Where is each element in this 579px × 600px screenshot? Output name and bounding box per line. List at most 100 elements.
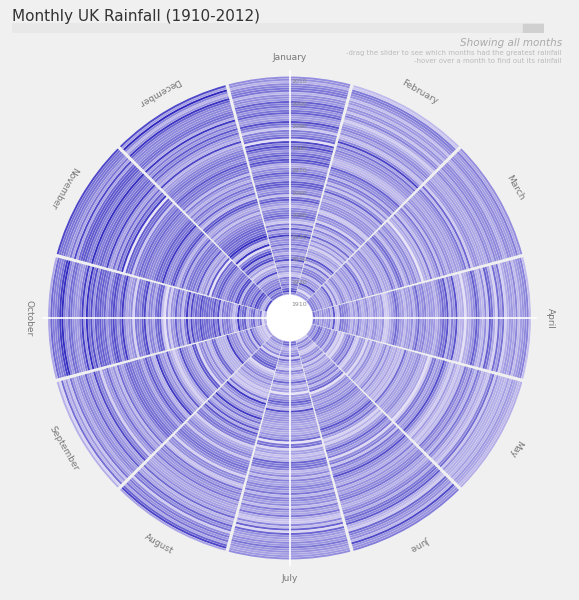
Text: 1980: 1980 bbox=[291, 146, 307, 151]
Wedge shape bbox=[134, 361, 176, 431]
Wedge shape bbox=[307, 253, 337, 271]
Wedge shape bbox=[96, 371, 148, 460]
Wedge shape bbox=[387, 220, 424, 281]
Wedge shape bbox=[332, 431, 403, 473]
Wedge shape bbox=[329, 424, 395, 463]
Wedge shape bbox=[414, 364, 460, 442]
Wedge shape bbox=[302, 314, 304, 322]
Wedge shape bbox=[215, 338, 236, 372]
Wedge shape bbox=[251, 464, 328, 470]
Wedge shape bbox=[265, 221, 314, 226]
Wedge shape bbox=[149, 215, 187, 280]
Wedge shape bbox=[269, 323, 276, 333]
Wedge shape bbox=[182, 425, 250, 465]
Wedge shape bbox=[124, 92, 228, 152]
Wedge shape bbox=[320, 398, 370, 428]
Wedge shape bbox=[215, 264, 236, 298]
Wedge shape bbox=[175, 433, 247, 476]
Wedge shape bbox=[142, 115, 234, 170]
Wedge shape bbox=[234, 99, 345, 108]
Wedge shape bbox=[274, 376, 305, 379]
Wedge shape bbox=[334, 436, 408, 480]
Wedge shape bbox=[243, 330, 256, 352]
Wedge shape bbox=[253, 172, 326, 179]
Wedge shape bbox=[128, 96, 229, 155]
Wedge shape bbox=[244, 491, 335, 499]
Wedge shape bbox=[371, 296, 375, 340]
Wedge shape bbox=[187, 178, 251, 215]
Wedge shape bbox=[257, 440, 322, 446]
Wedge shape bbox=[411, 363, 456, 439]
Wedge shape bbox=[237, 370, 270, 390]
Wedge shape bbox=[251, 166, 328, 172]
Wedge shape bbox=[307, 250, 339, 269]
Wedge shape bbox=[360, 299, 364, 337]
Wedge shape bbox=[352, 341, 376, 382]
Wedge shape bbox=[241, 331, 255, 353]
Wedge shape bbox=[427, 181, 477, 267]
Wedge shape bbox=[261, 346, 279, 358]
Wedge shape bbox=[339, 137, 422, 185]
Wedge shape bbox=[142, 466, 234, 521]
Wedge shape bbox=[271, 388, 308, 392]
Wedge shape bbox=[236, 520, 343, 529]
Wedge shape bbox=[300, 322, 306, 330]
Wedge shape bbox=[147, 214, 185, 279]
Wedge shape bbox=[244, 139, 335, 146]
Wedge shape bbox=[329, 173, 395, 212]
Wedge shape bbox=[104, 183, 154, 268]
Wedge shape bbox=[441, 167, 497, 262]
Wedge shape bbox=[297, 289, 311, 298]
Wedge shape bbox=[334, 306, 338, 330]
Wedge shape bbox=[64, 261, 73, 375]
Wedge shape bbox=[293, 327, 300, 332]
Wedge shape bbox=[122, 275, 129, 361]
Wedge shape bbox=[346, 111, 440, 166]
Wedge shape bbox=[65, 155, 125, 257]
Wedge shape bbox=[237, 517, 342, 526]
Wedge shape bbox=[102, 181, 152, 267]
Wedge shape bbox=[472, 270, 480, 366]
Wedge shape bbox=[296, 291, 309, 299]
Wedge shape bbox=[340, 455, 426, 506]
Wedge shape bbox=[236, 244, 270, 265]
Wedge shape bbox=[259, 197, 320, 202]
Wedge shape bbox=[406, 202, 449, 274]
Wedge shape bbox=[177, 349, 208, 400]
Wedge shape bbox=[164, 227, 198, 284]
Wedge shape bbox=[145, 463, 235, 517]
Wedge shape bbox=[250, 470, 329, 477]
Wedge shape bbox=[264, 311, 266, 325]
Wedge shape bbox=[337, 143, 417, 190]
Wedge shape bbox=[328, 278, 345, 304]
Wedge shape bbox=[340, 130, 426, 181]
Wedge shape bbox=[317, 391, 362, 418]
Wedge shape bbox=[72, 377, 130, 476]
Wedge shape bbox=[435, 280, 442, 356]
Wedge shape bbox=[72, 160, 130, 259]
Wedge shape bbox=[347, 473, 444, 529]
Wedge shape bbox=[254, 292, 265, 309]
Wedge shape bbox=[370, 238, 400, 288]
Wedge shape bbox=[207, 340, 230, 378]
Wedge shape bbox=[368, 347, 398, 397]
Wedge shape bbox=[184, 424, 250, 463]
Wedge shape bbox=[209, 398, 259, 428]
Wedge shape bbox=[307, 365, 337, 383]
Wedge shape bbox=[455, 153, 516, 256]
Wedge shape bbox=[392, 215, 430, 280]
Wedge shape bbox=[252, 461, 327, 468]
Wedge shape bbox=[284, 297, 295, 299]
Wedge shape bbox=[111, 367, 159, 448]
Wedge shape bbox=[319, 287, 331, 307]
Wedge shape bbox=[203, 404, 257, 437]
Wedge shape bbox=[327, 417, 389, 454]
Wedge shape bbox=[164, 145, 243, 192]
Wedge shape bbox=[306, 254, 336, 272]
Wedge shape bbox=[397, 358, 437, 425]
Wedge shape bbox=[338, 269, 357, 300]
Wedge shape bbox=[145, 119, 235, 173]
Wedge shape bbox=[198, 251, 223, 293]
Wedge shape bbox=[320, 400, 372, 431]
Wedge shape bbox=[335, 335, 353, 364]
